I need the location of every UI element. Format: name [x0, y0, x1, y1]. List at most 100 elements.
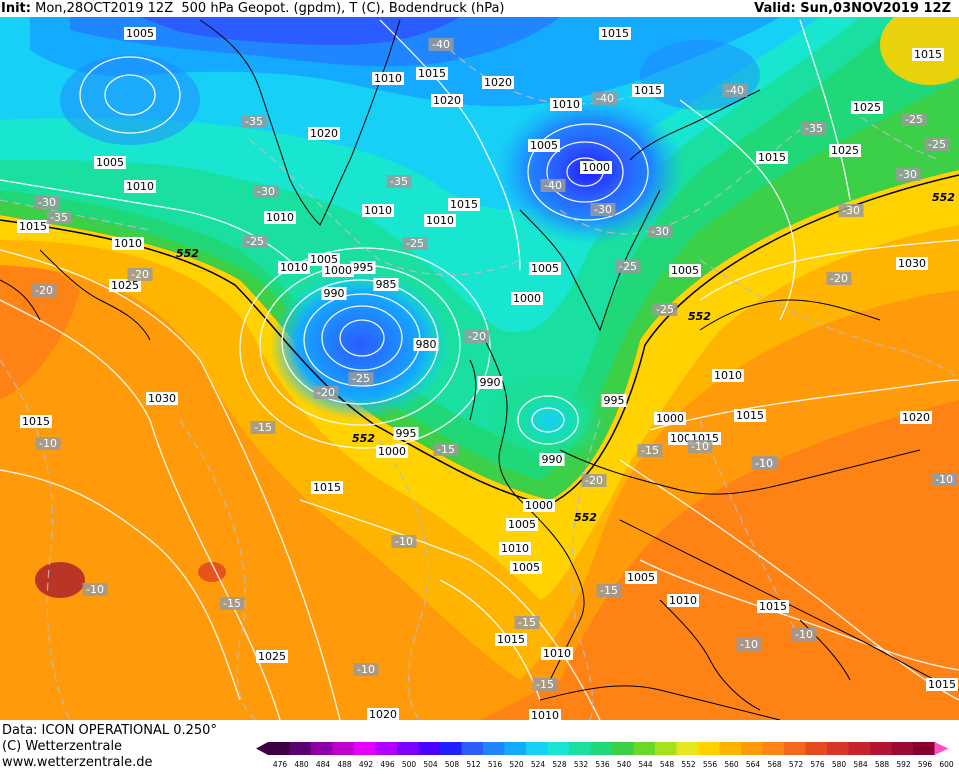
temperature-label-text: -25 [352, 372, 370, 385]
pressure-label-text: 1010 [531, 709, 559, 720]
temperature-label-box [532, 678, 558, 691]
temperature-label-box [127, 268, 153, 281]
temperature-label-box [242, 235, 268, 248]
temperature-label-text: -20 [830, 272, 848, 285]
colorbar-segment [762, 742, 785, 755]
pressure-label: 985 [373, 278, 399, 291]
temperature-label: -25 [924, 138, 950, 151]
temperature-label-text: -10 [755, 457, 773, 470]
temperature-label: -40 [540, 179, 566, 192]
temperature-label: -15 [433, 443, 459, 456]
pressure-label-box [539, 453, 565, 466]
pressure-label-text: 1015 [313, 481, 341, 494]
temperature-label: -10 [751, 457, 777, 470]
temperature-label-text: -15 [600, 584, 618, 597]
uk-coast [479, 329, 521, 501]
atlantic-low [270, 270, 450, 420]
temperature-label: -10 [391, 535, 417, 548]
contour-552-labels: 552 552 552 552 552 [176, 191, 955, 524]
pressure-label: 990 [477, 376, 503, 389]
pressure-label-text: 1015 [22, 415, 50, 428]
colorbar-svg: 476 480 484 488 492 496 500 504 508 512 516 520 524 5… [256, 742, 954, 769]
pressure-label-box [431, 94, 463, 107]
temperature-label-text: -35 [50, 211, 68, 224]
temperature-label-text: -30 [594, 203, 612, 216]
temperature-label: -35 [801, 122, 827, 135]
temperature-label-box [647, 225, 673, 238]
pressure-label: 1005 [669, 264, 701, 277]
temperature-label-text: -10 [795, 628, 813, 641]
pressure-label-text: 1015 [758, 151, 786, 164]
temperature-label-box [791, 628, 817, 641]
pressure-label-text: 1020 [484, 76, 512, 89]
colorbar-tick-label: 540 [617, 760, 632, 769]
pressure-label-text: 1010 [426, 214, 454, 227]
contour-552-label: 552 [688, 310, 711, 323]
pressure-label-text: 995 [604, 394, 625, 407]
africa-coast [539, 685, 781, 720]
pressure-label: 1005 [94, 156, 126, 169]
temperature-label: -40 [428, 38, 454, 51]
pressure-label-text: 1015 [736, 409, 764, 422]
pressure-label: 990 [539, 453, 565, 466]
temperature-label-text: -40 [544, 179, 562, 192]
colorbar-segment [354, 742, 376, 755]
pressure-label-box [393, 427, 419, 440]
temperature-label-text: -15 [641, 444, 659, 457]
colorbar-tick-label: 564 [746, 760, 761, 769]
pressure-label-box [146, 392, 178, 405]
greece-coast [799, 619, 851, 681]
pressure-label: 1010 [264, 211, 296, 224]
temperature-label-text: -10 [86, 583, 104, 596]
temperature-label: -20 [313, 386, 339, 399]
temperature-label-box [540, 179, 566, 192]
pressure-label-box [528, 139, 560, 152]
product-description: 500 hPa Geopot. (gpdm), T (C), Bodendruc… [181, 1, 505, 16]
scandinavia-coast [519, 189, 661, 332]
pressure-label: 1015 [912, 48, 944, 61]
contour-552-label: 552 [352, 432, 375, 445]
colorbar-tick-label: 544 [638, 760, 653, 769]
colorbar-segment [612, 742, 634, 755]
temperature-label-text: -25 [406, 237, 424, 250]
pressure-label-box [523, 499, 555, 512]
pressure-label-text: 1015 [928, 678, 956, 691]
temperature-label: -35 [46, 211, 72, 224]
website-link[interactable]: www.wetterzentrale.de [2, 755, 153, 770]
temperature-label: -40 [592, 92, 618, 105]
europe-coast [559, 449, 921, 495]
temperature-label-text: -20 [317, 386, 335, 399]
colorbar-tick-label: 560 [724, 760, 739, 769]
temperature-label: -20 [464, 330, 490, 343]
pressure-label: 1010 [362, 204, 394, 217]
colorbar-segment [891, 742, 914, 755]
pressure-label-box [124, 27, 156, 40]
colorbar-tick-label: 556 [703, 760, 718, 769]
pressure-label-box [278, 261, 310, 274]
pressure-label-box [367, 708, 399, 720]
temperature-label: -30 [590, 203, 616, 216]
pressure-label: 1010 [712, 369, 744, 382]
pressure-label-text: 1000 [513, 292, 541, 305]
colorbar-segment [848, 742, 871, 755]
temperature-label-box [652, 303, 678, 316]
temperature-label-box [402, 237, 428, 250]
temperature-label-box [596, 584, 622, 597]
pressure-label-box [94, 156, 126, 169]
data-source: Data: ICON OPERATIONAL 0.250° [2, 723, 217, 738]
pressure-label-box [321, 287, 347, 300]
pressure-label-text: 1010 [266, 211, 294, 224]
pressure-label-box [362, 204, 394, 217]
pressure-label-box [322, 264, 354, 277]
temperature-label: -15 [637, 444, 663, 457]
pressure-label: 1020 [308, 127, 340, 140]
colorbar-tick-label: 568 [767, 760, 782, 769]
colorbar-segment [332, 742, 355, 755]
temperature-label-box [313, 386, 339, 399]
colorbar-segment [633, 742, 656, 755]
temperature-label: -25 [348, 372, 374, 385]
colorbar-tick-label: 488 [337, 760, 352, 769]
pressure-label-text: 1005 [310, 253, 338, 266]
temperature-label: -10 [687, 440, 713, 453]
pressure-label-box [669, 264, 701, 277]
